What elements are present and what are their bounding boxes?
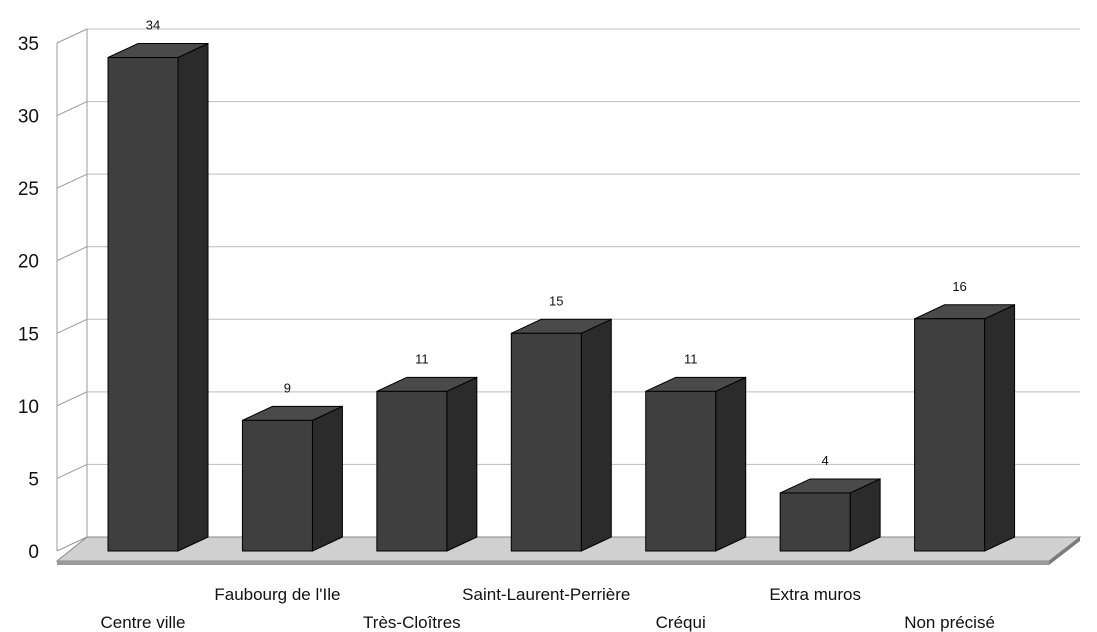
bar	[376, 390, 448, 552]
chart-floor-edge	[57, 561, 1049, 565]
bar	[645, 390, 717, 552]
data-label: 15	[549, 293, 563, 308]
data-label: 34	[146, 18, 160, 33]
y-tick-mark-25	[56, 173, 88, 189]
data-label: 4	[822, 453, 829, 468]
bar-side	[580, 318, 612, 552]
bar-side	[715, 376, 747, 552]
category-label: Très-Cloîtres	[363, 613, 461, 632]
y-tick-mark-10	[56, 391, 88, 407]
data-label: 11	[415, 351, 429, 366]
bar	[241, 419, 313, 552]
y-tick-label: 20	[18, 252, 39, 273]
bar	[914, 318, 986, 552]
category-label: Extra muros	[769, 585, 861, 604]
y-tick-label: 0	[28, 542, 39, 563]
data-label: 16	[952, 279, 966, 294]
bar-side	[311, 405, 343, 552]
category-label: Saint-Laurent-Perrière	[462, 585, 630, 604]
bar-side	[177, 42, 209, 552]
y-tick-label: 10	[18, 397, 39, 418]
category-label: Centre ville	[100, 613, 185, 632]
bar	[779, 492, 851, 552]
category-label: Faubourg de l'Ile	[214, 585, 340, 604]
category-label: Non précisé	[904, 613, 995, 632]
y-tick-label: 30	[18, 107, 39, 128]
bar	[107, 57, 179, 552]
y-tick-label: 15	[18, 324, 39, 345]
y-tick-label: 25	[18, 179, 39, 200]
y-tick-mark-15	[56, 318, 88, 334]
y-tick-mark-35	[56, 28, 88, 44]
y-tick-mark-20	[56, 246, 88, 262]
data-label: 11	[684, 351, 698, 366]
y-tick-label: 35	[18, 34, 39, 55]
y-tick-mark-0	[56, 536, 88, 552]
data-label: 9	[284, 380, 291, 395]
y-tick-label: 5	[28, 469, 39, 490]
y-tick-mark-5	[56, 463, 88, 479]
bar	[510, 332, 582, 552]
category-label: Créqui	[656, 613, 706, 632]
chart-floor-side	[1049, 537, 1080, 565]
y-tick-mark-30	[56, 101, 88, 117]
bar-side	[446, 376, 478, 552]
bar-side	[984, 303, 1016, 552]
